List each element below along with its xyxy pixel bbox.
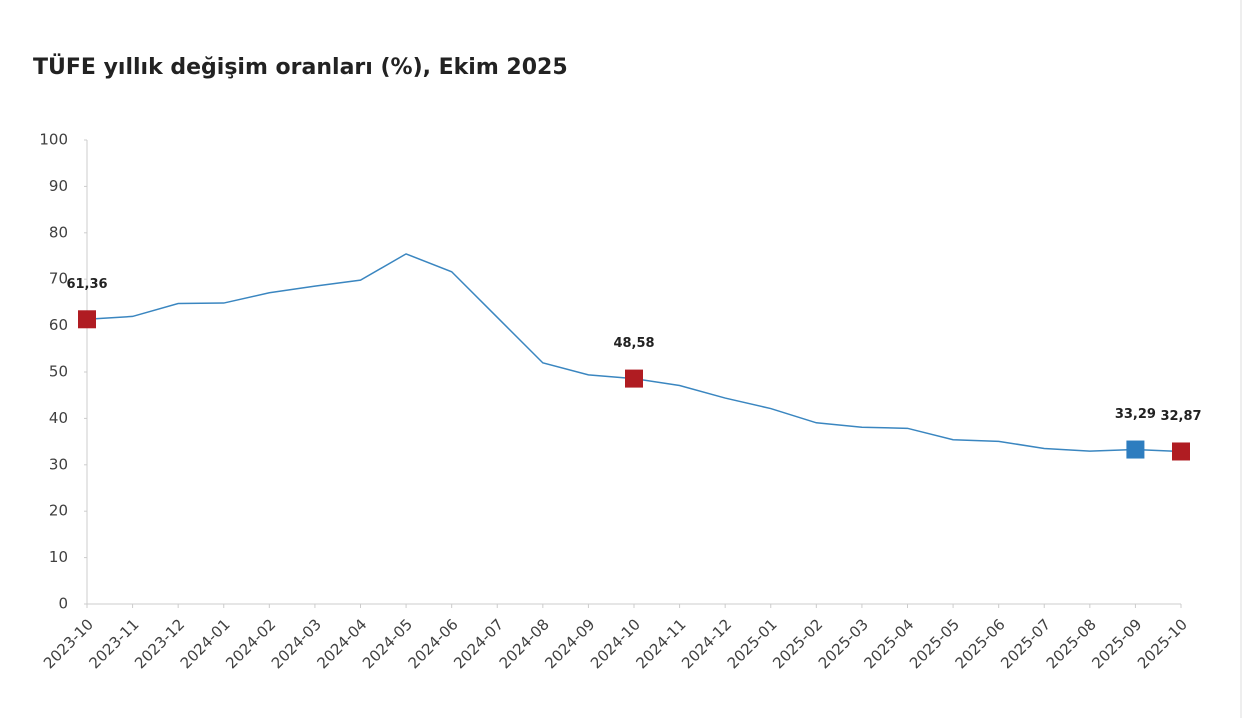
chart-title: TÜFE yıllık değişim oranları (%), Ekim 2… [33, 54, 568, 80]
marker [625, 369, 643, 388]
data-label: 61,36 [66, 277, 107, 292]
data-label: 32,87 [1160, 409, 1201, 424]
y-tick-label: 90 [49, 177, 68, 195]
y-tick-label: 40 [49, 409, 68, 427]
series-line [86, 253, 1182, 453]
data-label: 48,58 [613, 336, 654, 351]
y-tick-label: 50 [49, 363, 68, 381]
y-tick-label: 100 [39, 131, 68, 149]
marker [1172, 442, 1190, 461]
y-tick-label: 80 [49, 223, 68, 241]
y-tick-label: 60 [49, 316, 68, 334]
y-tick-label: 30 [49, 455, 68, 473]
x-tick-label: 2025-10 [1134, 615, 1191, 672]
marker [1126, 440, 1145, 459]
y-tick-label: 20 [49, 502, 68, 520]
y-tick-label: 0 [58, 595, 68, 613]
y-tick-label: 10 [49, 548, 68, 566]
marker [78, 310, 96, 329]
data-label: 33,29 [1115, 407, 1156, 422]
y-tick-label: 70 [49, 270, 68, 288]
